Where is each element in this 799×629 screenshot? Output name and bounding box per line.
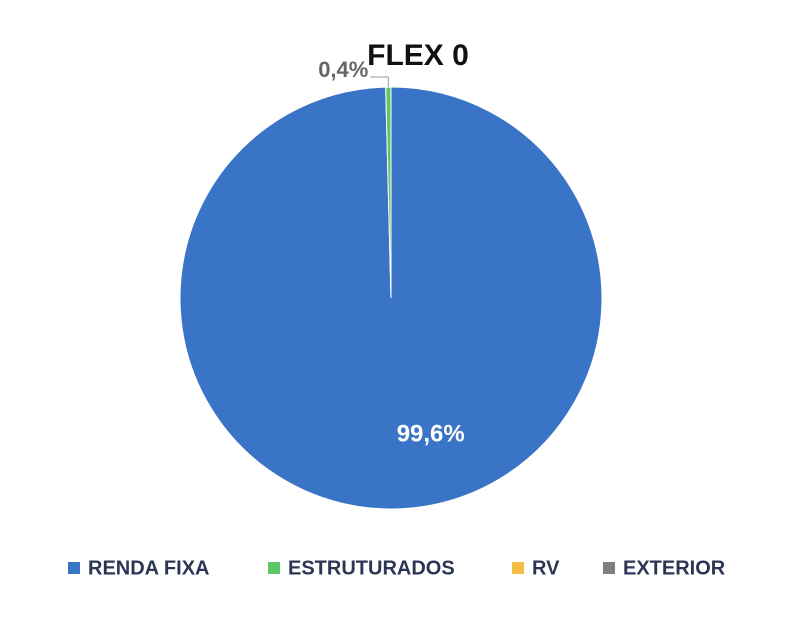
legend-label: EXTERIOR	[623, 557, 726, 579]
legend-label: RV	[532, 557, 560, 579]
legend-swatch	[603, 562, 615, 574]
chart-title: FLEX 0	[367, 39, 469, 72]
leader-line	[370, 76, 389, 88]
legend-label: RENDA FIXA	[88, 557, 209, 579]
legend-label: ESTRUTURADOS	[288, 557, 455, 579]
legend-swatch	[268, 562, 280, 574]
data-label: 99,6%	[397, 420, 465, 447]
data-label: 0,4%	[318, 57, 368, 82]
legend-swatch	[68, 562, 80, 574]
legend-swatch	[512, 562, 524, 574]
